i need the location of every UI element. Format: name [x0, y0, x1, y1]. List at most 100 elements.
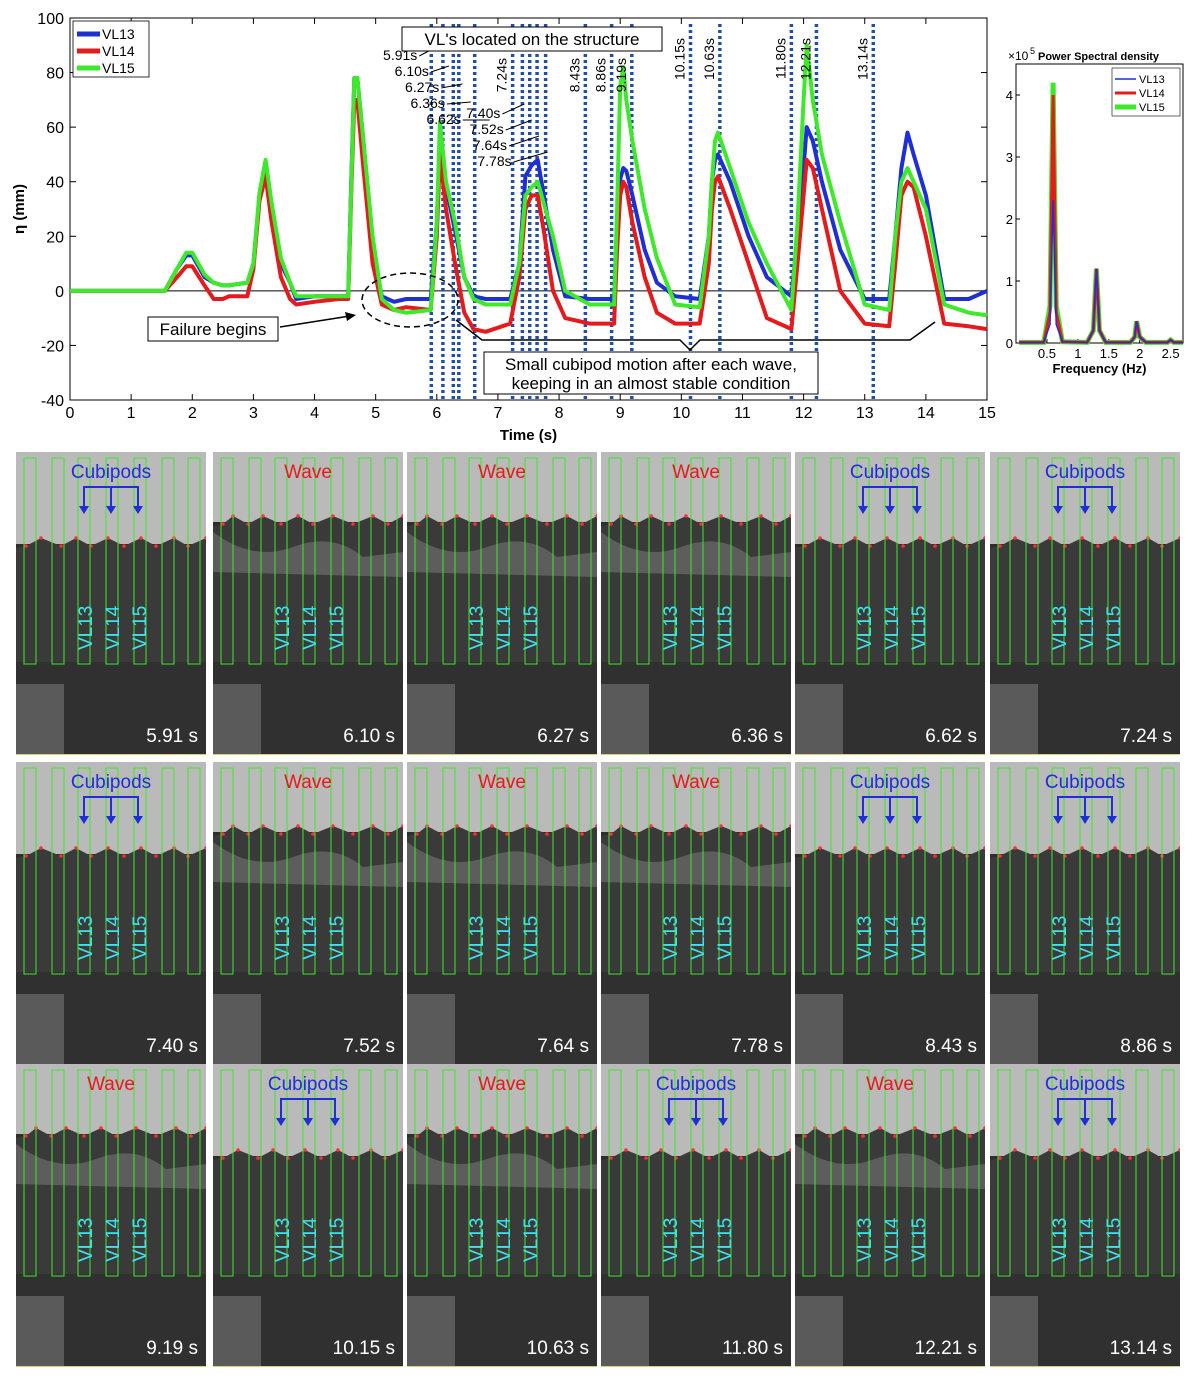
- frame-panel: Cubipods VL13 VL14 VL15 10.15 s: [213, 1064, 403, 1367]
- psd-legend-label: VL14: [1139, 88, 1165, 100]
- frame-panel: Cubipods VL13 VL14 VL15 8.86 s: [990, 762, 1180, 1065]
- arrow-head: [912, 506, 922, 514]
- frame-vl-label: VL15: [909, 1217, 930, 1262]
- frame-vl-label: VL14: [882, 1217, 903, 1262]
- frame-vl-label: VL15: [715, 915, 736, 960]
- tracked-point: [122, 544, 126, 548]
- frame-time-label: 7.40 s: [146, 1036, 198, 1057]
- tracked-point: [707, 1156, 711, 1160]
- gauge-strip: [77, 1069, 91, 1277]
- tracked-point: [774, 522, 778, 526]
- psd-x-tick-label: 2.5: [1162, 346, 1180, 361]
- frame-annotation: Cubipods: [1044, 1074, 1126, 1095]
- frame-base-block: [601, 684, 649, 754]
- frame-annotation: Cubipods: [849, 772, 931, 793]
- gauge-strip: [802, 767, 816, 975]
- gauge-strip: [384, 457, 398, 665]
- frame-vl-label: VL15: [1104, 1217, 1125, 1262]
- psd-x-axis-label: Frequency (Hz): [1053, 361, 1147, 376]
- psd-y-tick-label: 2: [1006, 212, 1013, 227]
- arrow-bracket: [83, 796, 139, 818]
- frame-panel: Cubipods VL13 VL14 VL15 7.40 s: [16, 762, 206, 1065]
- frame-vl-label: VL13: [661, 605, 682, 650]
- gauge-strip: [77, 767, 91, 975]
- x-tick-label: 3: [249, 405, 258, 422]
- tracked-point: [351, 832, 355, 836]
- gauge-strip: [830, 1069, 844, 1277]
- frame-time-label: 7.24 s: [1120, 726, 1172, 747]
- frame-image: [990, 1064, 1180, 1366]
- frame-base-block: [16, 994, 64, 1064]
- gauge-strip: [1079, 1069, 1093, 1277]
- y-tick-label: 0: [55, 284, 64, 301]
- arrow-head: [1107, 816, 1117, 824]
- gauge-strip: [161, 457, 175, 665]
- tracked-point: [1178, 536, 1180, 540]
- frame-vl-label: VL15: [715, 1217, 736, 1262]
- frame-panel: Wave VL13 VL14 VL15 10.63 s: [407, 1064, 597, 1367]
- gauge-strip: [940, 1069, 954, 1277]
- event-leader: [430, 65, 450, 73]
- arrow-bracket: [668, 1098, 724, 1120]
- y-tick-label: -40: [41, 393, 64, 410]
- gauge-strip: [51, 457, 65, 665]
- x-tick-label: 14: [917, 405, 935, 422]
- gauge-strip: [997, 1069, 1011, 1277]
- gauge-strip: [442, 767, 456, 975]
- frame-vl-label: VL15: [521, 1217, 542, 1262]
- frame-vl-label: VL13: [76, 1217, 97, 1262]
- frame-vl-label: VL13: [467, 915, 488, 960]
- event-label: 6.10s: [395, 63, 429, 79]
- tracked-point: [331, 514, 335, 518]
- tracked-point: [885, 536, 889, 540]
- gauge-strip: [384, 767, 398, 975]
- event-leader: [502, 103, 525, 115]
- gauge-strip: [468, 1069, 482, 1277]
- tracked-point: [1033, 854, 1037, 858]
- gauge-strip: [912, 767, 926, 975]
- frame-vl-label: VL14: [103, 915, 124, 960]
- gauge-strip: [856, 767, 870, 975]
- tracked-point: [1080, 846, 1084, 850]
- frame-base-block: [990, 994, 1038, 1064]
- gauge-strip: [772, 457, 786, 665]
- tracked-point: [998, 1156, 1002, 1160]
- arrow-head: [303, 1118, 313, 1126]
- gauge-strip: [302, 767, 316, 975]
- tracked-point: [455, 514, 459, 518]
- gauge-strip: [802, 457, 816, 665]
- event-label: 7.64s: [473, 137, 507, 153]
- gauge-strip: [856, 457, 870, 665]
- arrow-head: [106, 816, 116, 824]
- frame-panel: Cubipods VL13 VL14 VL15 7.24 s: [990, 452, 1180, 755]
- frame-vl-label: VL13: [467, 605, 488, 650]
- gauge-strip: [496, 457, 510, 665]
- frame-vl-label: VL14: [300, 1217, 321, 1262]
- gauge-strip: [414, 767, 428, 975]
- tracked-point: [386, 832, 390, 836]
- tracked-point: [221, 1156, 225, 1160]
- gauge-strip: [636, 1069, 650, 1277]
- frame-vl-label: VL14: [494, 915, 515, 960]
- frame-base-block: [795, 684, 843, 754]
- tracked-point: [221, 832, 225, 836]
- x-tick-label: 0: [66, 405, 75, 422]
- gauge-strip: [830, 457, 844, 665]
- psd-y-tick-label: 3: [1006, 150, 1013, 165]
- tracked-point: [386, 522, 390, 526]
- arrow-head: [718, 1118, 728, 1126]
- cubipods-arrows: [1053, 1098, 1117, 1126]
- gauge-strip: [133, 767, 147, 975]
- frame-base-block: [601, 994, 649, 1064]
- gauge-strip: [161, 767, 175, 975]
- gauge-strip: [1161, 1069, 1175, 1277]
- frame-vl-label: VL15: [327, 605, 348, 650]
- gauge-strip: [1135, 457, 1149, 665]
- event-label-rotated: 13.14s: [854, 38, 870, 80]
- tracked-point: [933, 854, 937, 858]
- annotation-text: VL's located on the structure: [425, 30, 640, 49]
- gauge-strip: [940, 767, 954, 975]
- gauge-strip: [274, 1069, 288, 1277]
- gauge-strip: [690, 457, 704, 665]
- tracked-point: [24, 1134, 28, 1138]
